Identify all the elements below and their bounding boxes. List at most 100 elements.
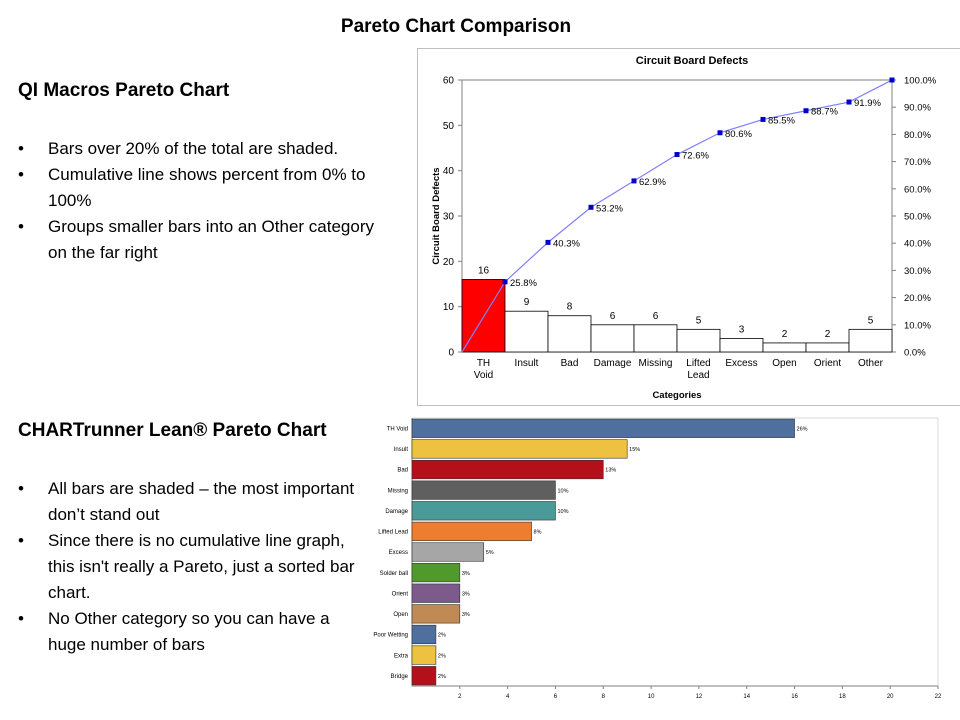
bar	[676, 328, 721, 353]
bar	[411, 459, 604, 480]
bar	[411, 521, 532, 541]
x-tick-label: Bad	[561, 358, 579, 369]
x-tick-label: 8	[602, 694, 606, 700]
bar-value-label: 8	[567, 302, 573, 313]
y2-tick-label: 100.0%	[904, 76, 937, 87]
chart-title: Circuit Board Defects	[636, 55, 748, 67]
cumulative-marker	[889, 77, 895, 83]
bar	[633, 324, 678, 353]
bar	[411, 666, 437, 686]
bar-value-label: 16	[478, 265, 490, 276]
x-tick-label: 16	[791, 694, 798, 700]
y-tick-label: 50	[443, 121, 455, 132]
x-tick-label: 18	[839, 694, 846, 700]
y-axis-label: Circuit Board Defects	[431, 167, 442, 264]
bar-value-label: 5	[696, 315, 702, 326]
bar-value-label: 3	[739, 324, 745, 335]
y-tick-label: Excess	[389, 550, 408, 556]
cumulative-marker	[674, 152, 680, 158]
x-tick-label: Open	[772, 358, 796, 369]
y2-tick-label: 50.0%	[904, 212, 931, 223]
x-tick-label: 12	[696, 694, 703, 700]
bar-value-label: 2	[782, 329, 788, 340]
y-tick-label: 60	[443, 76, 455, 87]
cumulative-label: 91.9%	[854, 98, 881, 109]
cumulative-marker	[846, 99, 852, 105]
bar-value-label: 2%	[438, 674, 446, 680]
y-tick-label: Lifted Lead	[378, 530, 408, 536]
bar	[411, 624, 437, 645]
y-tick-label: 30	[443, 212, 455, 223]
cumulative-marker	[502, 279, 508, 285]
y-tick-label: 10	[443, 302, 455, 313]
bullet-item: All bars are shaded – the most important…	[18, 476, 368, 528]
bar-value-label: 3%	[462, 612, 470, 618]
bar-value-label: 3%	[462, 591, 470, 597]
y-tick-label: Solder ball	[380, 571, 408, 577]
cumulative-label: 72.6%	[682, 151, 709, 162]
y-tick-label: Orient	[392, 591, 409, 597]
cumulative-label: 53.2%	[596, 203, 623, 214]
y-tick-label: 40	[443, 166, 455, 177]
y2-tick-label: 0.0%	[904, 348, 926, 359]
bar-value-label: 10%	[557, 488, 568, 494]
qi-macros-bullets: Bars over 20% of the total are shaded. C…	[18, 136, 388, 266]
x-tick-label: Other	[858, 358, 884, 369]
cumulative-label: 40.3%	[553, 238, 580, 249]
qi-pareto-chart: Circuit Board Defects 0 10 20 30 40 50 60 0.0% 10…	[417, 48, 960, 406]
x-tick-label: Orient	[814, 358, 841, 369]
bar-value-label: 6	[610, 311, 616, 322]
x-tick-label: 22	[935, 694, 942, 700]
bar	[547, 315, 592, 353]
bullet-item: Bars over 20% of the total are shaded.	[18, 136, 388, 162]
bar	[411, 439, 628, 459]
x-tick-label: 20	[887, 694, 894, 700]
cumulative-marker	[803, 108, 809, 114]
bar	[411, 563, 461, 583]
cumulative-label: 85.5%	[768, 115, 795, 126]
cumulative-label: 62.9%	[639, 177, 666, 188]
y-tick-label: Insult	[394, 447, 409, 453]
bar	[411, 604, 461, 624]
x-tick-label: Lead	[687, 370, 709, 381]
bar	[762, 342, 807, 353]
bullet-item: No Other category so you can have a huge…	[18, 606, 368, 658]
x-tick-label: 2	[458, 694, 462, 700]
x-tick-label: 6	[554, 694, 558, 700]
x-tick-label: 4	[506, 694, 510, 700]
bar	[411, 501, 556, 521]
cumulative-marker	[545, 239, 551, 245]
y-tick-label: Missing	[388, 488, 408, 494]
y2-tick-label: 40.0%	[904, 239, 931, 250]
bar-value-label: 6	[653, 311, 659, 322]
bar-value-label: 8%	[534, 530, 542, 536]
bar	[411, 542, 485, 562]
bar-value-label: 3%	[462, 571, 470, 577]
cumulative-label: 88.7%	[811, 107, 838, 118]
x-axis-label: Categories	[652, 390, 701, 401]
x-tick-label: Insult	[515, 358, 539, 369]
qi-macros-heading: QI Macros Pareto Chart	[18, 80, 230, 101]
cumulative-marker	[631, 178, 637, 184]
cumulative-marker	[717, 130, 723, 136]
y2-tick-label: 90.0%	[904, 103, 931, 114]
y-tick-label: 0	[448, 348, 454, 359]
bar-value-label: 2%	[438, 653, 446, 659]
bar	[411, 583, 461, 603]
cumulative-label: 80.6%	[725, 129, 752, 140]
y2-tick-label: 70.0%	[904, 157, 931, 168]
bar-value-label: 5%	[486, 550, 494, 556]
cumulative-marker	[760, 116, 766, 122]
bar-value-label: 10%	[557, 509, 568, 515]
bar-value-label: 9	[524, 297, 530, 308]
y-tick-label: Poor Wetting	[373, 633, 408, 639]
cumulative-marker	[588, 204, 594, 210]
bar	[590, 324, 635, 353]
y-tick-label: Extra	[394, 653, 409, 659]
y-tick-label: Bridge	[391, 674, 409, 680]
bar	[805, 342, 850, 353]
bar-value-label: 5	[868, 315, 874, 326]
chartrunner-bullets: All bars are shaded – the most important…	[18, 476, 368, 658]
bar	[504, 310, 549, 353]
x-tick-label: Lifted	[686, 358, 710, 369]
